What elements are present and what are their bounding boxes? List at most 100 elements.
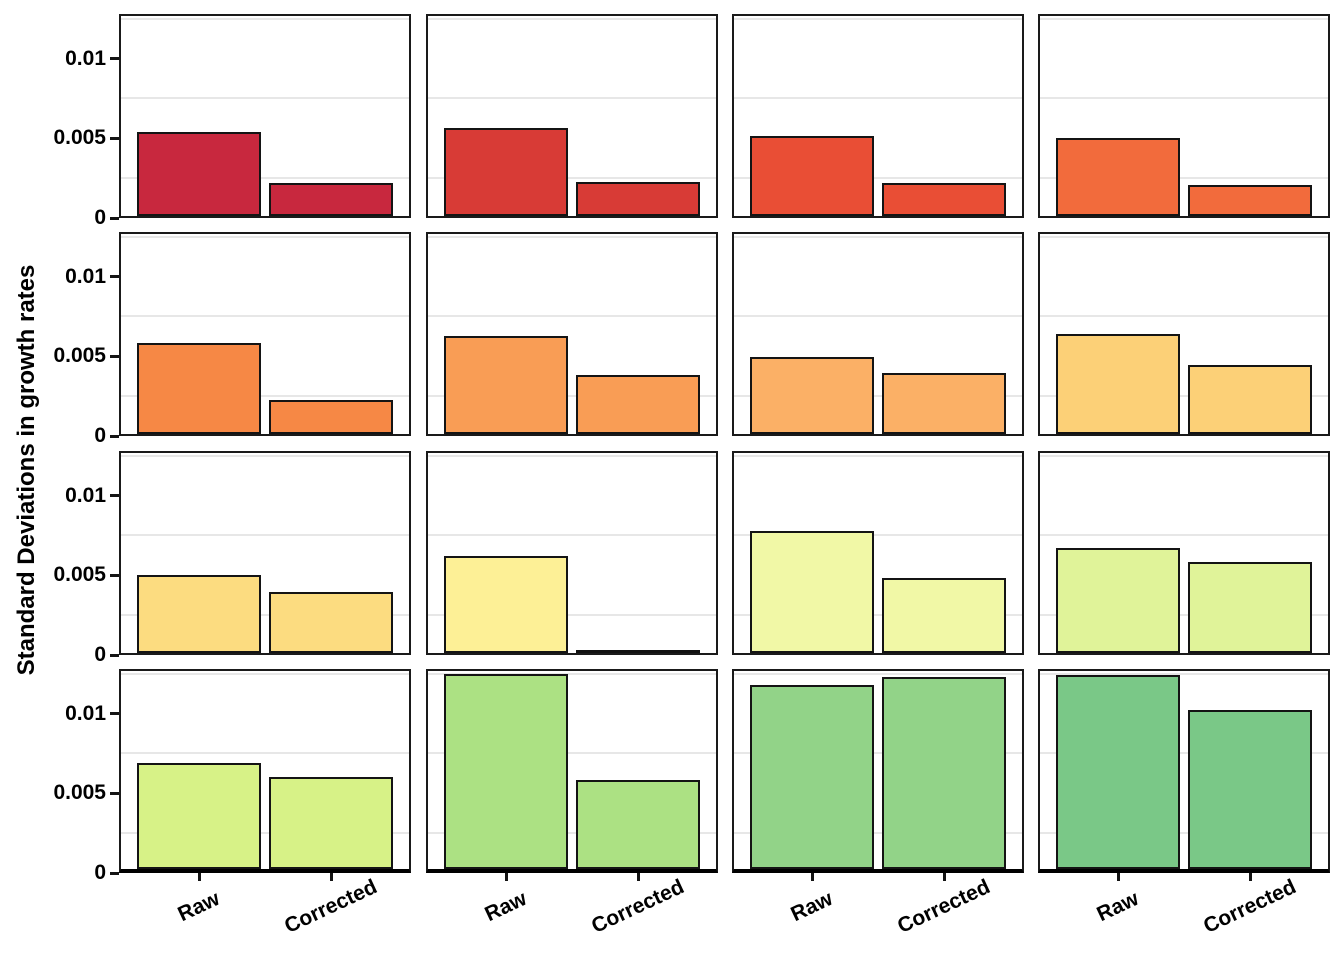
y-tick-label: 0 xyxy=(94,206,106,229)
minor-gridline xyxy=(121,315,409,318)
y-tick-mark xyxy=(110,57,119,61)
minor-gridline xyxy=(121,614,409,617)
x-tick-label: Corrected xyxy=(1200,875,1301,938)
minor-gridline xyxy=(428,614,716,617)
facet-panel-r2c4 xyxy=(1038,232,1330,436)
minor-gridline xyxy=(428,832,716,835)
minor-gridline xyxy=(734,235,1022,238)
bar-corrected xyxy=(269,183,393,216)
minor-gridline xyxy=(734,534,1022,537)
minor-gridline xyxy=(121,672,409,675)
minor-gridline xyxy=(734,614,1022,617)
minor-gridline xyxy=(121,395,409,398)
facet-panel-r4c3 xyxy=(732,669,1024,873)
minor-gridline xyxy=(1040,614,1328,617)
y-tick-mark xyxy=(110,791,119,795)
minor-gridline xyxy=(1040,17,1328,20)
facet-panel-r2c1 xyxy=(119,232,411,436)
x-tick-label: Corrected xyxy=(281,875,382,938)
y-tick-label: 0.01 xyxy=(65,483,106,507)
y-tick-mark xyxy=(110,216,119,220)
x-tick-label: Raw xyxy=(481,886,531,927)
y-tick-mark xyxy=(110,275,119,279)
y-tick-label: 0 xyxy=(94,643,106,666)
bar-corrected xyxy=(882,578,1006,653)
y-tick-label: 0.01 xyxy=(65,264,106,288)
y-tick-mark xyxy=(110,573,119,577)
minor-gridline xyxy=(121,97,409,100)
y-tick-label: 0.01 xyxy=(65,701,106,725)
bar-raw xyxy=(444,556,568,653)
bar-raw xyxy=(137,132,261,216)
minor-gridline xyxy=(428,672,716,675)
minor-gridline xyxy=(428,534,716,537)
minor-gridline xyxy=(428,177,716,180)
bar-raw xyxy=(1056,548,1180,653)
minor-gridline xyxy=(1040,832,1328,835)
bar-raw xyxy=(444,128,568,216)
y-tick-label: 0.01 xyxy=(65,46,106,70)
y-tick-label: 0.005 xyxy=(53,126,106,150)
facet-panel-r3c3 xyxy=(732,451,1024,655)
bar-corrected xyxy=(882,677,1006,869)
minor-gridline xyxy=(428,235,716,238)
y-tick-label: 0 xyxy=(94,424,106,447)
bar-corrected xyxy=(882,183,1006,216)
y-tick-label: 0.005 xyxy=(53,563,106,587)
facet-panel-r2c3 xyxy=(732,232,1024,436)
facet-panel-r2c2 xyxy=(426,232,718,436)
y-tick-label: 0.005 xyxy=(53,344,106,368)
minor-gridline xyxy=(428,97,716,100)
minor-gridline xyxy=(734,315,1022,318)
minor-gridline xyxy=(1040,315,1328,318)
x-tick-mark xyxy=(636,873,640,881)
y-tick-label: 0.005 xyxy=(53,781,106,805)
minor-gridline xyxy=(121,752,409,755)
minor-gridline xyxy=(428,315,716,318)
bar-corrected xyxy=(576,375,700,434)
minor-gridline xyxy=(1040,752,1328,755)
minor-gridline xyxy=(121,454,409,457)
bar-corrected xyxy=(576,780,700,869)
bar-corrected xyxy=(269,777,393,869)
x-tick-mark xyxy=(504,873,508,881)
x-tick-mark xyxy=(810,873,814,881)
facet-panel-r1c3 xyxy=(732,14,1024,218)
minor-gridline xyxy=(121,235,409,238)
facet-panel-r1c1 xyxy=(119,14,411,218)
bar-raw xyxy=(137,763,261,869)
y-tick-mark xyxy=(110,712,119,716)
x-tick-label: Corrected xyxy=(894,875,995,938)
x-tick-mark xyxy=(329,873,333,881)
y-tick-mark xyxy=(110,434,119,438)
x-tick-mark xyxy=(1116,873,1120,881)
bar-raw xyxy=(1056,138,1180,216)
minor-gridline xyxy=(121,832,409,835)
bar-raw xyxy=(444,674,568,869)
x-tick-mark xyxy=(197,873,201,881)
minor-gridline xyxy=(1040,395,1328,398)
bar-corrected xyxy=(576,182,700,216)
bar-raw xyxy=(750,531,874,653)
x-tick-mark xyxy=(1248,873,1252,881)
y-tick-mark xyxy=(110,494,119,498)
facet-panel-r1c2 xyxy=(426,14,718,218)
minor-gridline xyxy=(1040,97,1328,100)
minor-gridline xyxy=(734,454,1022,457)
bar-raw xyxy=(750,685,874,869)
bar-corrected xyxy=(269,592,393,653)
minor-gridline xyxy=(734,395,1022,398)
minor-gridline xyxy=(734,672,1022,675)
bar-raw xyxy=(750,136,874,216)
minor-gridline xyxy=(428,752,716,755)
y-tick-mark xyxy=(110,653,119,657)
x-tick-label: Raw xyxy=(1093,886,1143,927)
bar-raw xyxy=(444,336,568,434)
facet-panel-r4c2 xyxy=(426,669,718,873)
minor-gridline xyxy=(734,752,1022,755)
bar-corrected xyxy=(1188,365,1312,434)
facet-panel-r4c4 xyxy=(1038,669,1330,873)
minor-gridline xyxy=(428,17,716,20)
facet-panel-r3c2 xyxy=(426,451,718,655)
y-axis-title: Standard Deviations in growth rates xyxy=(13,264,40,676)
